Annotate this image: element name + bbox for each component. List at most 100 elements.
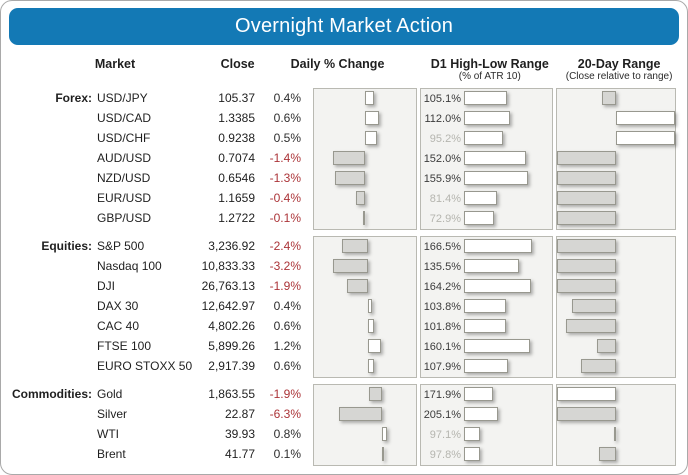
table-row: AUD/USD 0.7074 -1.4% <box>9 148 309 168</box>
range20-chart <box>556 88 676 230</box>
table-row: EURO STOXX 50 2,917.39 0.6% <box>9 356 309 376</box>
range20-bar-row <box>557 385 675 405</box>
column-header-d1-label: D1 High-Low Range <box>430 57 549 71</box>
d1-bar-area <box>464 89 552 109</box>
daily-bar <box>369 387 383 401</box>
range20-bar <box>565 319 616 333</box>
d1-bar-area <box>464 385 552 405</box>
daily-change-value: -0.1% <box>269 211 301 225</box>
daily-bar <box>365 111 379 125</box>
daily-change-value: -1.9% <box>269 279 301 293</box>
range20-bar-row <box>557 149 675 169</box>
daily-change-value: 0.1% <box>273 447 301 461</box>
table-row: USD/CAD 1.3385 0.6% <box>9 108 309 128</box>
range20-bar-row <box>557 109 675 129</box>
table-row: Equities: S&P 500 3,236.92 -2.4% <box>9 236 309 256</box>
daily-bar <box>367 299 372 313</box>
d1-bar-row: 101.8% <box>421 317 552 337</box>
daily-bar-row <box>314 209 416 229</box>
d1-range-value: 205.1% <box>423 409 461 421</box>
market-group: Commodities: Gold 1,863.55 -1.9% Silver 22.87… <box>9 384 679 466</box>
d1-bar <box>464 359 509 373</box>
close-value: 1.3385 <box>218 111 255 125</box>
d1-range-value: 72.9% <box>429 213 461 225</box>
daily-bar <box>333 259 368 273</box>
d1-bar-area <box>464 277 552 297</box>
d1-bar <box>464 407 499 421</box>
daily-change-value: 0.5% <box>273 131 301 145</box>
daily-bar <box>365 131 377 145</box>
range20-bar-row <box>557 425 675 445</box>
d1-bar <box>464 91 508 105</box>
market-name: AUD/USD <box>97 151 152 165</box>
d1-range-chart: 166.5% 135.5% 164.2% 103.8% 101.8% 160.1% 107.… <box>420 236 553 378</box>
daily-change-value: 0.4% <box>273 91 301 105</box>
d1-range-value: 95.2% <box>429 133 461 145</box>
d1-bar-row: 112.0% <box>421 109 552 129</box>
table-row: Nasdaq 100 10,833.33 -3.2% <box>9 256 309 276</box>
range20-bar-row <box>557 337 675 357</box>
market-group: Equities: S&P 500 3,236.92 -2.4% Nasdaq 100 1… <box>9 236 679 378</box>
table-row: GBP/USD 1.2722 -0.1% <box>9 208 309 228</box>
column-header-range20-label: 20-Day Range <box>577 57 661 71</box>
market-name: USD/CAD <box>97 111 152 125</box>
group-label: Equities: <box>41 239 92 253</box>
table-row: NZD/USD 0.6546 -1.3% <box>9 168 309 188</box>
table-row: DAX 30 12,642.97 0.4% <box>9 296 309 316</box>
daily-change-value: 0.6% <box>273 111 301 125</box>
range20-bar <box>557 279 616 293</box>
d1-bar-area <box>464 317 552 337</box>
d1-range-value: 101.8% <box>423 321 461 333</box>
close-value: 3,236.92 <box>208 239 255 253</box>
range20-bar <box>571 299 616 313</box>
daily-change-value: -2.4% <box>269 239 301 253</box>
d1-range-value: 135.5% <box>423 261 461 273</box>
market-table-body: Forex: USD/JPY 105.37 0.4% USD/CAD 1.3385 0.6%… <box>9 88 679 466</box>
close-value: 10,833.33 <box>201 259 255 273</box>
close-value: 1.2722 <box>218 211 255 225</box>
d1-bar-row: 72.9% <box>421 209 552 229</box>
close-value: 41.77 <box>224 447 255 461</box>
d1-bar-area <box>464 209 552 229</box>
daily-change-value: -0.4% <box>269 191 301 205</box>
range20-bar-row <box>557 317 675 337</box>
d1-bar <box>464 319 506 333</box>
range20-bar-row <box>557 405 675 425</box>
group-label: Forex: <box>55 91 92 105</box>
d1-bar <box>464 427 481 441</box>
d1-bar-area <box>464 189 552 209</box>
market-name: DJI <box>97 279 115 293</box>
daily-change-value: 1.2% <box>273 339 301 353</box>
market-name: Nasdaq 100 <box>97 259 162 273</box>
range20-bar <box>616 111 675 125</box>
range20-bar <box>616 131 675 145</box>
d1-bar <box>464 211 494 225</box>
daily-change-value: -3.2% <box>269 259 301 273</box>
d1-range-chart: 105.1% 112.0% 95.2% 152.0% 155.9% 81.4% 72.9% <box>420 88 553 230</box>
d1-bar <box>464 339 530 353</box>
market-name: FTSE 100 <box>97 339 152 353</box>
daily-change-value: 0.6% <box>273 359 301 373</box>
range20-bar-row <box>557 257 675 277</box>
column-header-close: Close <box>220 57 255 71</box>
daily-bar-row <box>314 385 416 405</box>
range20-bar <box>557 239 616 253</box>
d1-bar <box>464 151 527 165</box>
range20-bar <box>557 151 616 165</box>
daily-bar-row <box>314 297 416 317</box>
d1-bar-area <box>464 357 552 377</box>
range20-chart <box>556 236 676 378</box>
close-value: 0.7074 <box>218 151 255 165</box>
daily-bar-row <box>314 169 416 189</box>
d1-bar-area <box>464 425 552 445</box>
daily-bar <box>334 171 365 185</box>
d1-range-value: 97.1% <box>429 429 461 441</box>
d1-range-value: 105.1% <box>423 93 461 105</box>
daily-bar <box>367 339 381 353</box>
d1-bar <box>464 111 510 125</box>
daily-bar <box>341 239 368 253</box>
daily-change-value: -1.3% <box>269 171 301 185</box>
table-row: Silver 22.87 -6.3% <box>9 404 309 424</box>
market-name: WTI <box>97 427 119 441</box>
table-row: Brent 41.77 0.1% <box>9 444 309 464</box>
